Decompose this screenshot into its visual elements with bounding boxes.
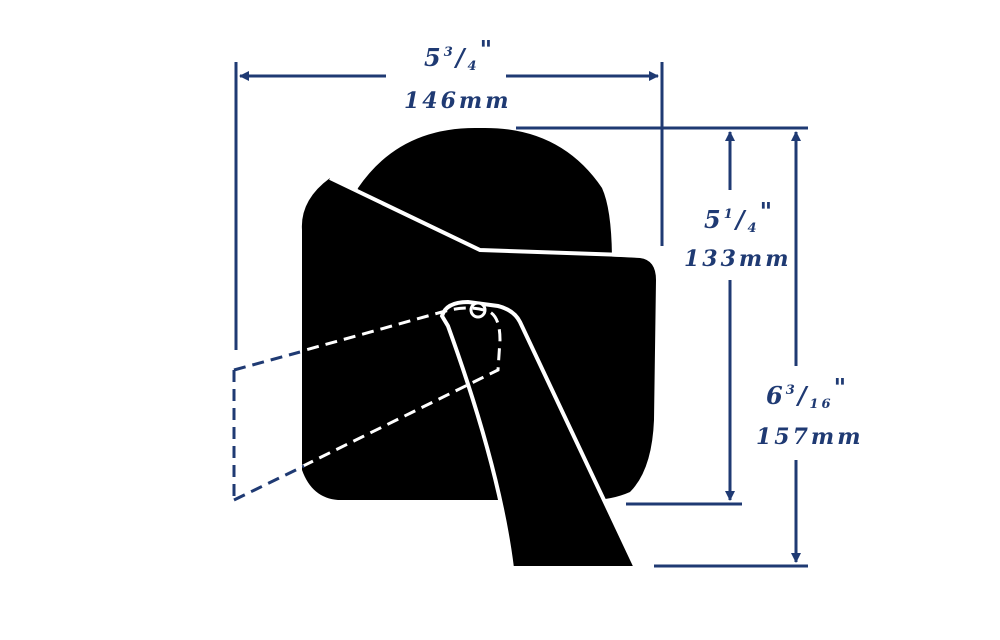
compass-silhouette — [232, 127, 656, 570]
body-height-metric-label: 133mm — [684, 246, 791, 272]
total-height-imperial-label: 63/16" — [766, 373, 849, 412]
bracket-arm — [439, 299, 640, 570]
tilt-bracket-dashed-bottom — [233, 464, 305, 502]
total-height-metric-label: 157mm — [756, 424, 863, 450]
visor-edge-line — [329, 176, 655, 258]
tilt-bracket-dashed-outline — [232, 306, 502, 503]
width-imperial-label: 53/4" — [424, 35, 495, 74]
body-height-imperial-label: 51/4" — [704, 197, 775, 236]
total-height-dimension: 63/16" 157mm — [654, 131, 863, 568]
width-metric-label: 146mm — [404, 88, 511, 114]
width-dimension: 53/4" 146mm — [234, 35, 664, 350]
tilt-bracket-dashed-top — [233, 350, 301, 372]
body-height-dimension: 51/4" 133mm — [516, 126, 808, 506]
